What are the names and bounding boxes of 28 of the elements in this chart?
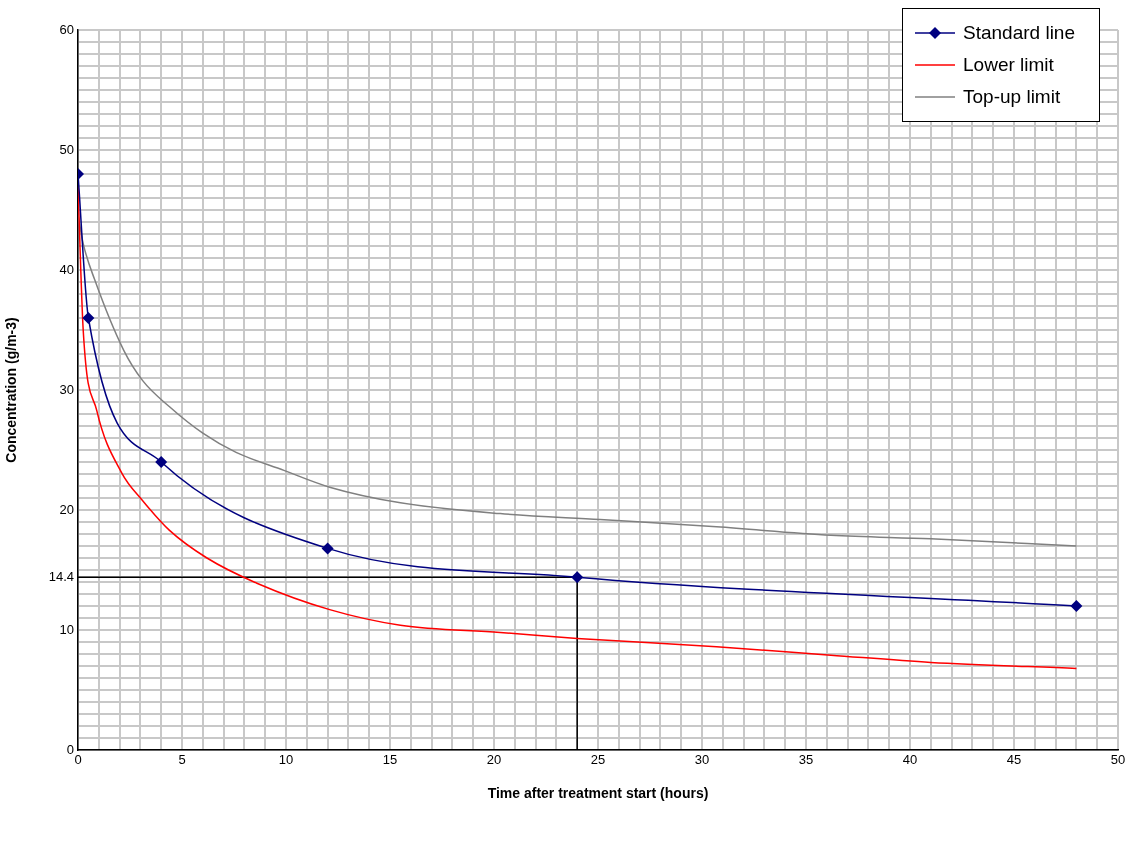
point	[1070, 600, 1083, 612]
legend-label: Lower limit	[963, 54, 1054, 76]
legend-label: Top-up limit	[963, 86, 1061, 108]
x-tick-label: 35	[798, 752, 814, 768]
x-tick-label: 15	[382, 752, 398, 768]
x-tick-label: 50	[1110, 752, 1126, 768]
y-tick-label: 30	[59, 381, 74, 397]
x-tick-label: 20	[486, 752, 502, 768]
point	[321, 542, 334, 555]
x-tick-label: 30	[694, 752, 710, 768]
x-tick-label: 25	[590, 752, 606, 768]
y-axis-title: Concentration (g/m-3)	[3, 317, 20, 463]
y-tick-label: 60	[59, 21, 74, 37]
x-tick-label: 5	[178, 752, 186, 768]
y-tick-label: 20	[59, 501, 74, 517]
legend-label: Standard line	[963, 22, 1075, 44]
x-tick-label: 45	[1006, 752, 1022, 768]
y-tick-label: 0	[66, 741, 74, 757]
point	[82, 312, 95, 324]
x-tick-label: 40	[902, 752, 918, 768]
point	[571, 571, 584, 584]
y-tick-label: 50	[59, 141, 74, 157]
point	[155, 456, 168, 468]
y-tick-label: 14.4	[48, 568, 74, 584]
x-axis-title: Time after treatment start (hours)	[487, 785, 709, 802]
y-tick-label: 10	[59, 621, 74, 637]
x-tick-label: 10	[278, 752, 294, 768]
y-tick-label: 40	[59, 261, 74, 277]
